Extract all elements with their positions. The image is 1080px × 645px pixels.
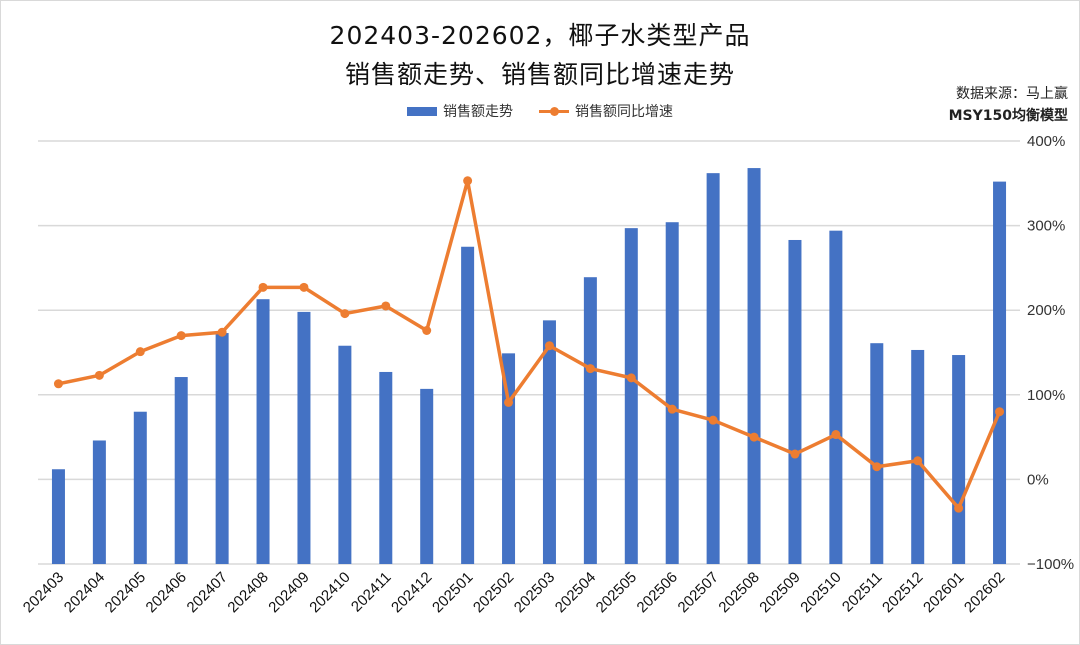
x-tick-label: 202509 bbox=[756, 569, 803, 616]
line-marker bbox=[626, 373, 636, 383]
bar-sales bbox=[747, 168, 761, 564]
x-tick-label: 202510 bbox=[797, 569, 844, 616]
x-tick-label: 202412 bbox=[388, 569, 435, 616]
bar-sales bbox=[174, 377, 188, 564]
x-tick-label: 202505 bbox=[593, 569, 640, 616]
x-tick-label: 202405 bbox=[102, 569, 149, 616]
bar-sales bbox=[993, 181, 1007, 564]
line-marker bbox=[299, 282, 309, 292]
legend-label-yoy: 销售额同比增速 bbox=[575, 104, 673, 120]
source-line-1: 数据来源：马上赢 bbox=[956, 86, 1068, 102]
chart-legend: 销售额走势 销售额同比增速 bbox=[0, 101, 1080, 121]
line-marker bbox=[422, 326, 432, 336]
x-tick-label: 202410 bbox=[306, 569, 353, 616]
x-tick-label: 202504 bbox=[552, 569, 599, 616]
x-tick-label: 202602 bbox=[961, 569, 1008, 616]
source-line-2: MSY150均衡模型 bbox=[948, 108, 1068, 124]
x-tick-label: 202406 bbox=[143, 569, 190, 616]
x-tick-label: 202411 bbox=[348, 569, 395, 616]
bar-sales bbox=[297, 311, 311, 564]
line-marker bbox=[790, 449, 800, 459]
line-marker bbox=[708, 415, 718, 425]
x-tick-label: 202506 bbox=[634, 569, 681, 616]
bar-sales bbox=[542, 320, 556, 564]
y-tick-label: 400% bbox=[1027, 133, 1065, 150]
bar-sales bbox=[420, 388, 434, 564]
y-tick-label: 300% bbox=[1027, 218, 1065, 235]
bar-sales bbox=[256, 299, 270, 564]
legend-bar-swatch-icon bbox=[407, 106, 437, 116]
line-marker bbox=[53, 379, 63, 389]
x-tick-label: 202508 bbox=[715, 569, 762, 616]
bar-sales bbox=[338, 345, 352, 564]
line-marker bbox=[135, 347, 145, 357]
y-tick-label: −100% bbox=[1027, 556, 1074, 573]
y-tick-label: 200% bbox=[1027, 302, 1065, 319]
line-marker bbox=[176, 331, 186, 341]
x-tick-label: 202403 bbox=[20, 569, 67, 616]
legend-label-sales: 销售额走势 bbox=[443, 104, 513, 120]
bar-sales bbox=[829, 230, 843, 564]
line-marker bbox=[667, 404, 677, 414]
y-tick-label: 100% bbox=[1027, 387, 1065, 404]
x-tick-label: 202409 bbox=[265, 569, 312, 616]
bar-sales bbox=[51, 469, 65, 564]
line-marker bbox=[381, 301, 391, 311]
legend-line-marker-icon bbox=[539, 106, 569, 116]
bar-sales bbox=[624, 228, 638, 564]
bar-sales bbox=[133, 411, 147, 564]
bar-sales bbox=[461, 246, 475, 564]
line-marker bbox=[94, 370, 104, 380]
bar-sales bbox=[379, 371, 393, 564]
bar-sales bbox=[502, 353, 516, 564]
line-marker bbox=[749, 432, 759, 442]
bar-sales bbox=[583, 277, 597, 564]
x-tick-label: 202501 bbox=[429, 569, 476, 616]
data-source-note: 数据来源：马上赢 MSY150均衡模型 bbox=[949, 83, 1068, 127]
x-tick-label: 202404 bbox=[61, 569, 108, 616]
bar-sales bbox=[788, 239, 802, 564]
x-tick-label: 202507 bbox=[675, 569, 722, 616]
line-yoy-growth bbox=[58, 179, 1002, 510]
line-marker bbox=[504, 397, 514, 407]
line-marker bbox=[913, 456, 923, 466]
x-tick-label: 202601 bbox=[920, 569, 967, 616]
bar-sales bbox=[92, 440, 106, 564]
legend-item-sales: 销售额走势 bbox=[407, 101, 513, 121]
line-marker bbox=[463, 176, 473, 186]
line-marker bbox=[831, 430, 841, 440]
x-tick-label: 202512 bbox=[879, 569, 926, 616]
line-marker bbox=[995, 407, 1005, 417]
x-tick-label: 202502 bbox=[470, 569, 517, 616]
bar-sales bbox=[952, 355, 966, 564]
legend-item-yoy: 销售额同比增速 bbox=[539, 101, 673, 121]
x-tick-label: 202503 bbox=[511, 569, 558, 616]
bar-sales bbox=[215, 333, 229, 564]
line-marker bbox=[258, 282, 268, 292]
line-marker bbox=[544, 341, 554, 351]
bar-sales bbox=[665, 222, 679, 564]
line-marker bbox=[872, 462, 882, 472]
bar-sales bbox=[706, 173, 720, 564]
line-marker bbox=[954, 503, 964, 513]
x-tick-label: 202408 bbox=[224, 569, 271, 616]
x-tick-label: 202511 bbox=[839, 569, 886, 616]
line-marker bbox=[340, 309, 350, 319]
chart-subtitle: 销售额走势、销售额同比增速走势 bbox=[344, 60, 735, 89]
bar-sales bbox=[870, 343, 884, 564]
x-tick-label: 202407 bbox=[184, 569, 231, 616]
line-marker bbox=[585, 364, 595, 374]
chart-title: 202403-202602，椰子水类型产品 bbox=[329, 21, 751, 50]
y-tick-label: 0% bbox=[1027, 471, 1049, 488]
line-marker bbox=[217, 327, 227, 337]
